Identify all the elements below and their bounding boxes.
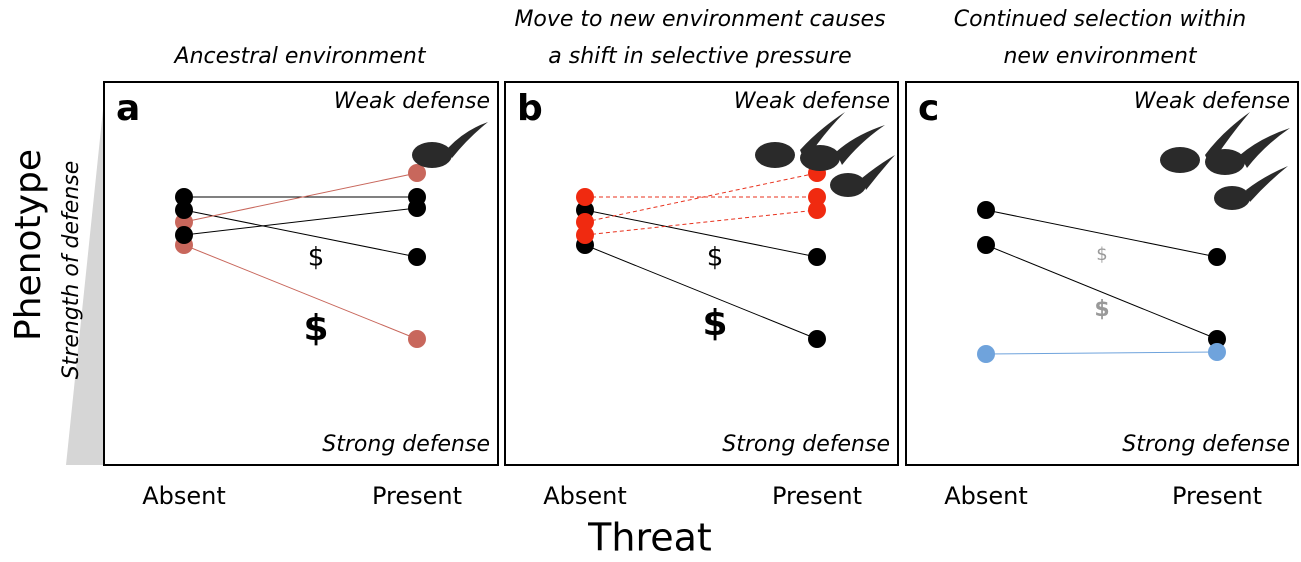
x-label: Absent <box>543 482 627 510</box>
top-label: Weak defense <box>1134 89 1290 114</box>
tadpole-body <box>755 142 795 168</box>
panel-title: Continued selection within <box>954 7 1247 32</box>
panel-letter: c <box>918 88 939 129</box>
point <box>1208 248 1226 266</box>
cost-symbol: $ <box>303 308 328 349</box>
bottom-label: Strong defense <box>722 432 890 457</box>
cost-symbol: $ <box>1096 244 1107 265</box>
bottom-label: Strong defense <box>322 432 490 457</box>
panel-letter: a <box>116 88 140 129</box>
point <box>175 226 193 244</box>
norm-line <box>184 208 417 235</box>
x-label: Present <box>1172 482 1262 510</box>
reaction-norms <box>977 201 1226 363</box>
tadpoles <box>1160 112 1290 210</box>
x-label: Absent <box>944 482 1028 510</box>
tadpole-body <box>830 173 866 197</box>
panel-frame <box>505 82 898 465</box>
cost-symbol: $ <box>702 303 727 344</box>
x-title: Threat <box>587 516 712 559</box>
reaction-norms <box>576 164 826 348</box>
tadpole-body <box>1160 147 1200 173</box>
norm-line <box>585 210 817 257</box>
point <box>175 201 193 219</box>
tadpoles <box>755 112 895 197</box>
point <box>808 248 826 266</box>
point <box>808 330 826 348</box>
figure: Phenotype Strength of defense Threat Anc… <box>0 0 1301 558</box>
point <box>576 226 594 244</box>
point <box>576 188 594 206</box>
point <box>808 201 826 219</box>
top-label: Weak defense <box>334 89 490 114</box>
panel-title: new environment <box>1003 44 1197 69</box>
point <box>408 248 426 266</box>
point <box>1208 343 1226 361</box>
point <box>977 345 995 363</box>
point <box>977 201 995 219</box>
panel-title: Move to new environment causes <box>514 7 885 32</box>
norm-line <box>585 245 817 339</box>
panel-frame <box>104 82 498 465</box>
cost-symbol: $ <box>707 243 724 273</box>
reaction-norms <box>175 164 426 348</box>
point <box>408 199 426 217</box>
tadpole-tail <box>448 122 488 158</box>
tadpole-body <box>1214 186 1250 210</box>
x-label: Present <box>372 482 462 510</box>
norm-line <box>585 210 817 235</box>
tadpole-tail <box>836 125 885 165</box>
panel-letter: b <box>517 88 543 129</box>
tadpole-body <box>412 142 452 168</box>
tadpole-tail <box>862 155 895 190</box>
point <box>977 236 995 254</box>
x-label: Absent <box>142 482 226 510</box>
tadpole-tail <box>1240 128 1290 168</box>
tadpole-tail <box>1246 166 1288 202</box>
top-label: Weak defense <box>734 89 890 114</box>
y-subtitle: Strength of defense <box>59 161 84 380</box>
bottom-label: Strong defense <box>1122 432 1290 457</box>
point <box>408 330 426 348</box>
norm-line <box>184 210 417 257</box>
y-title: Phenotype <box>8 149 49 341</box>
panel-title: Ancestral environment <box>173 44 427 69</box>
panel-frame <box>906 82 1298 465</box>
cost-symbol: $ <box>1094 297 1109 322</box>
panel-title: a shift in selective pressure <box>548 44 851 69</box>
x-label: Present <box>772 482 862 510</box>
tadpole <box>412 122 488 168</box>
norm-line <box>184 245 417 339</box>
norm-line <box>986 352 1217 354</box>
cost-symbol: $ <box>308 243 325 273</box>
